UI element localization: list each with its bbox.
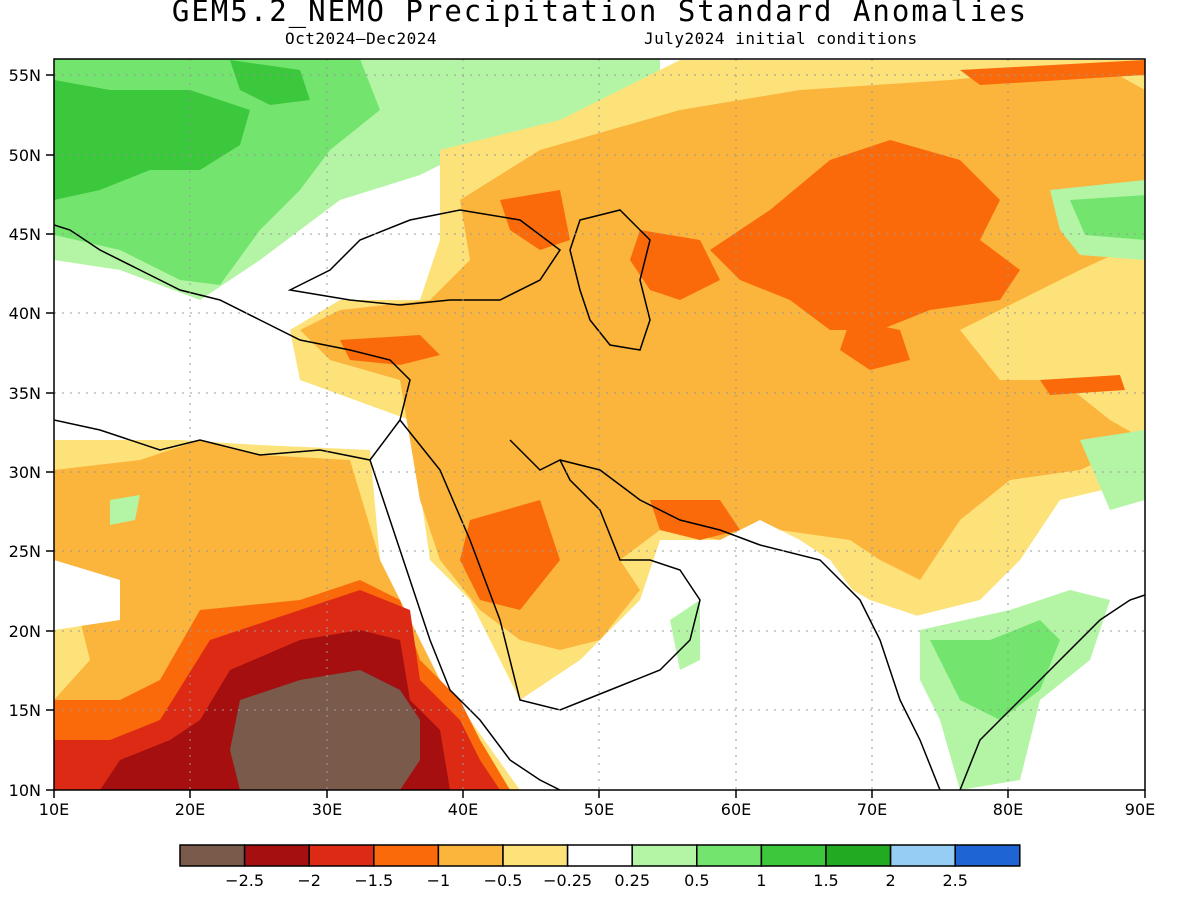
lon-label: 30E [312,800,342,819]
colorbar-swatch [825,844,892,867]
colorbar-swatch [437,844,504,867]
europe-mid-green-patch [230,60,310,105]
colorbar-swatch [566,844,633,867]
east-africa-coast [509,759,561,790]
colorbar-label: −2.5 [225,871,264,890]
tibet-light-green [1080,430,1145,510]
colorbar-label: −1 [427,871,451,890]
lon-label: 80E [993,800,1023,819]
lon-label: 90E [1125,800,1155,819]
colorbar-swatch [696,844,763,867]
lon-label: 70E [857,800,887,819]
caspian-coast [569,209,651,351]
black-sea-coast [287,209,562,306]
lon-label: 50E [584,800,614,819]
colorbar-swatch [760,844,827,867]
forecast-period: Oct2024–Dec2024 [285,29,437,48]
colorbar-label: −0.25 [543,871,592,890]
colorbar-label: −0.5 [484,871,523,890]
colorbar-label: 2.5 [942,871,967,890]
colorbar-label: 1.5 [813,871,838,890]
colorbar-label: 1 [756,871,766,890]
arabia-dark-orange [460,500,560,610]
tibet-dark-orange-patch [1040,375,1125,395]
lat-label: 15N [9,701,41,720]
colorbar-label: 0.5 [684,871,709,890]
africa-green-speck [110,495,140,525]
coastlines [54,209,1145,790]
colorbar-swatch [179,844,246,867]
lat-label: 20N [9,622,41,641]
mediterranean-coast [54,224,411,461]
lat-label: 10N [9,781,41,800]
lat-label: 30N [9,463,41,482]
caucasus-dark-orange [500,190,570,250]
lat-label: 40N [9,304,41,323]
lat-label: 55N [9,66,41,85]
caspian-dark-orange [630,230,720,300]
colorbar-label: 2 [886,871,896,890]
latitude-labels: 55N 50N 45N 40N 35N 30N 25N 20N 15N 10N [9,66,41,800]
colorbar-label: 0.25 [614,871,650,890]
northeast-orange-bar [960,60,1145,85]
africa-neutral-west [54,560,120,630]
lon-label: 60E [721,800,751,819]
persian-gulf-coast [559,459,761,546]
map-title: GEM5.2_NEMO Precipitation Standard Anoma… [171,0,1029,28]
turkey-dark-orange [340,335,440,365]
lon-label: 20E [175,800,205,819]
colorbar-swatch [243,844,310,867]
india-green [930,620,1060,720]
lon-label: 40E [448,800,478,819]
red-sea-coast [369,459,511,761]
lat-label: 50N [9,146,41,165]
colorbar-swatch [308,844,375,867]
initial-conditions: July2024 initial conditions [644,29,918,48]
north-china-green [1070,195,1145,240]
lat-label: 25N [9,542,41,561]
colorbar-swatch [502,844,569,867]
arabia-coast [399,419,701,711]
lat-label: 35N [9,384,41,403]
india-west-coast [759,544,941,790]
colorbar-swatch [954,844,1021,867]
colorbar-labels: −2.5 −2 −1.5 −1 −0.5 −0.25 0.25 0.5 1 1.5 2 2.5 [225,871,968,890]
colorbar [179,844,1021,867]
europe-mid-green-region [54,80,250,200]
grid-lines [54,59,1145,790]
india-east-coast [959,594,1145,790]
central-asia-dark-orange [710,140,1020,330]
colorbar-swatch [631,844,698,867]
colorbar-swatch [889,844,956,867]
sudan-brown-region [230,670,420,790]
tick-marks [46,74,1146,798]
colorbar-label: −2 [297,871,321,890]
pamir-dark-orange [840,320,910,370]
lon-label: 10E [39,800,69,819]
longitude-labels: 10E 20E 30E 40E 50E 60E 70E 80E 90E [39,800,1155,819]
anomaly-field [54,59,1145,790]
colorbar-swatch [373,844,440,867]
lat-label: 45N [9,225,41,244]
colorbar-label: −1.5 [354,871,393,890]
